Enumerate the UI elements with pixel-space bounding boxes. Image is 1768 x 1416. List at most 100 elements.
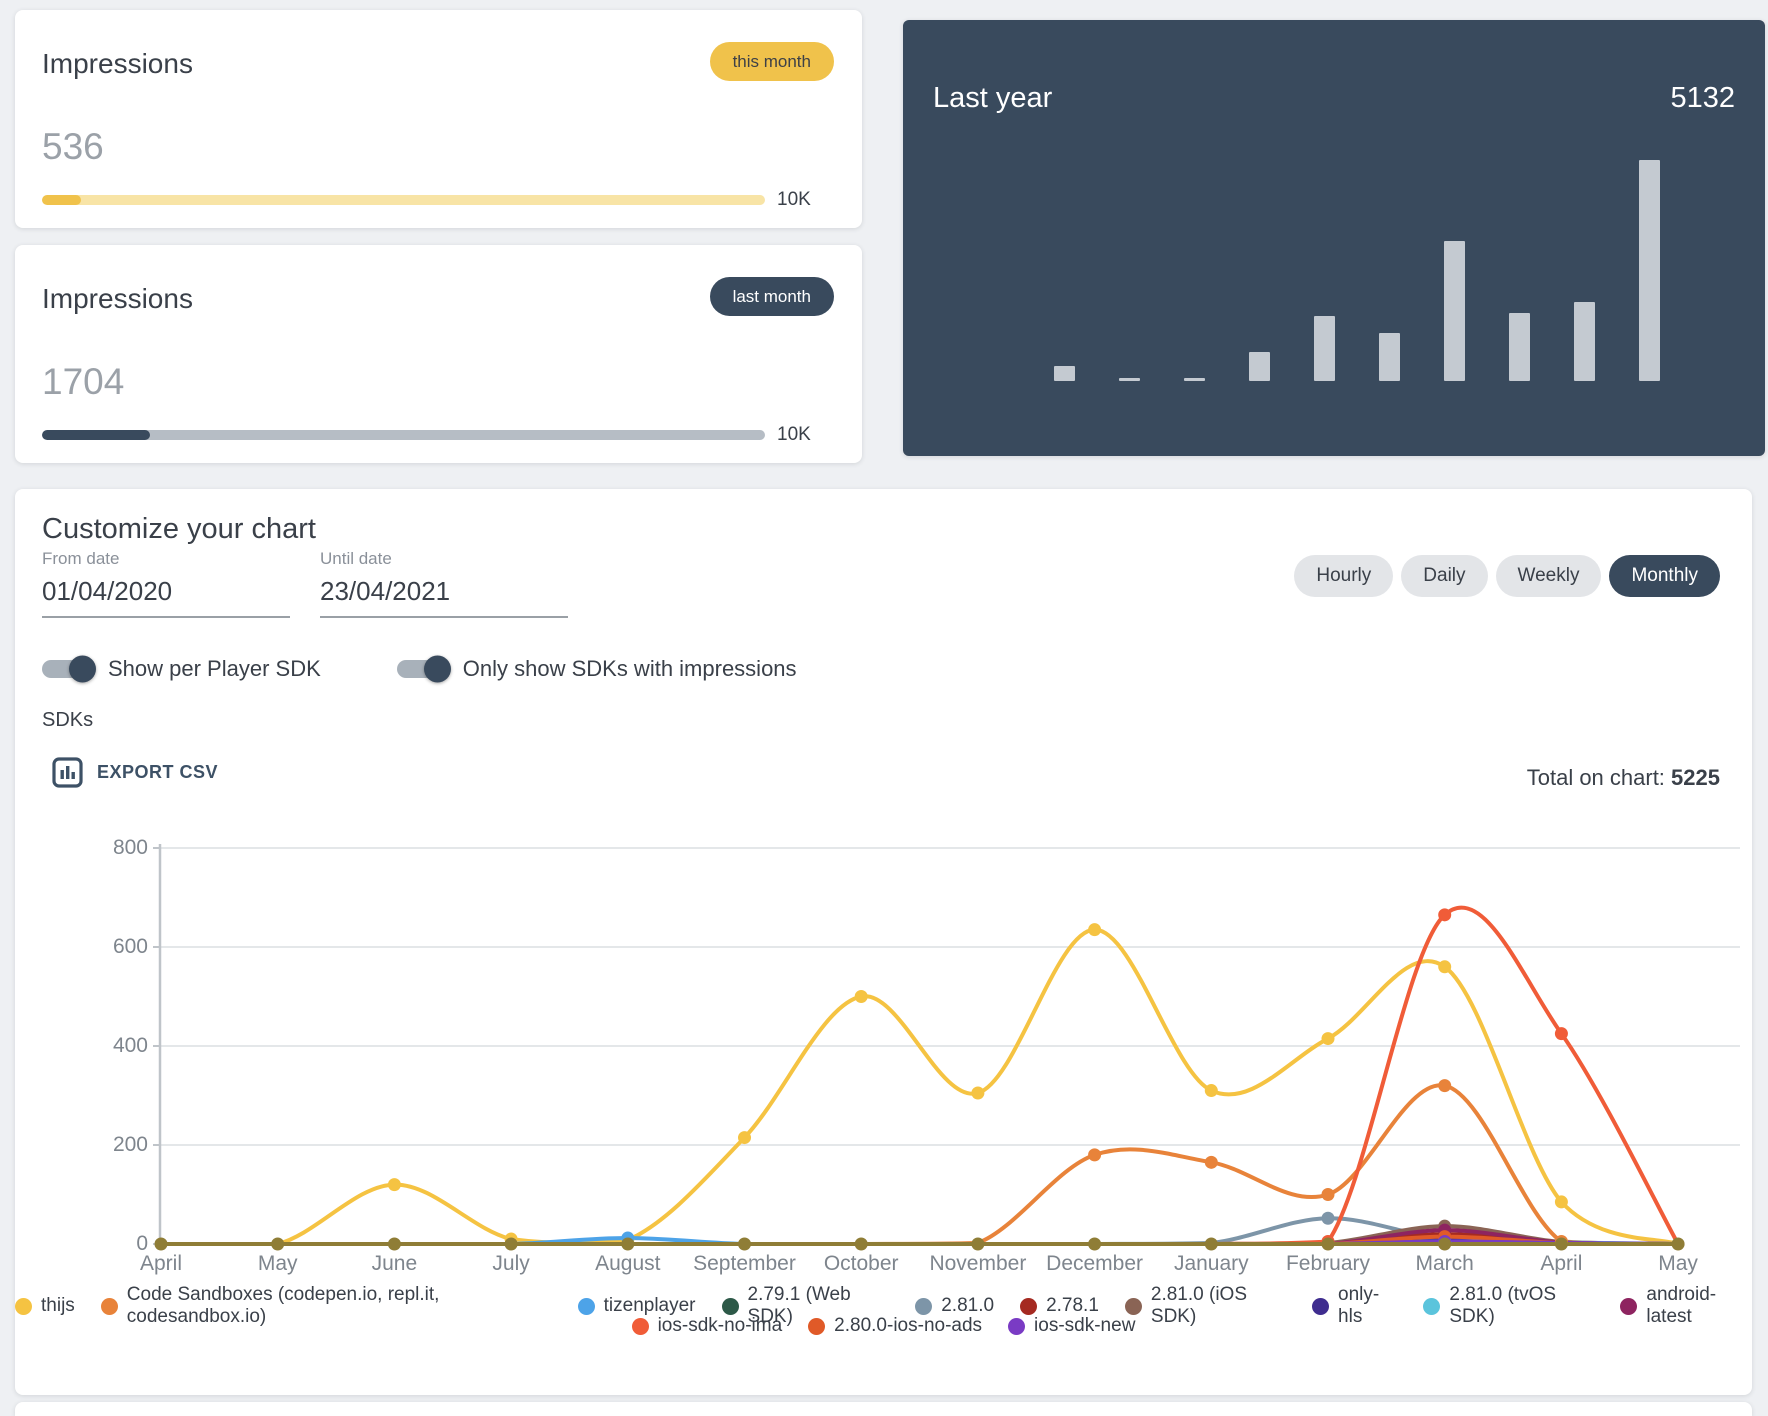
next-card-edge	[15, 1402, 1752, 1416]
legend-label: 2.81.0 (iOS SDK)	[1150, 1284, 1247, 1327]
year-bar	[1509, 313, 1530, 381]
impressions-value: 1704	[42, 361, 125, 402]
x-tick-label: September	[693, 1252, 796, 1275]
legend-item[interactable]: ios-sdk-new	[1008, 1315, 1135, 1337]
toggle-knob	[423, 655, 451, 683]
series-line	[159, 1083, 1681, 1246]
year-bar	[1119, 378, 1140, 381]
sdk-line-chart	[153, 844, 1740, 1251]
zero-data-point	[1204, 1237, 1218, 1251]
data-point	[1321, 1032, 1335, 1046]
impressions-this-month-card: Impressions this month 536 10K	[15, 10, 862, 228]
year-bar	[1574, 302, 1595, 381]
year-bar	[1249, 352, 1270, 381]
legend-item[interactable]: android-latest	[1620, 1284, 1752, 1328]
only-show-sdks-label: Only show SDKs with impressions	[462, 656, 797, 681]
data-point	[1554, 1027, 1568, 1041]
legend-item[interactable]: Code Sandboxes (codepen.io, repl.it, cod…	[100, 1284, 552, 1328]
granularity-pill-hourly[interactable]: Hourly	[1294, 555, 1394, 597]
x-tick-label: November	[929, 1252, 1027, 1275]
legend-dot-icon	[577, 1297, 595, 1315]
legend-item[interactable]: thijs	[15, 1284, 75, 1328]
until-date-label: Until date	[320, 549, 392, 568]
granularity-pill-weekly[interactable]: Weekly	[1495, 555, 1602, 597]
export-csv-label: EXPORT CSV	[97, 762, 219, 782]
legend-item[interactable]: 2.81.0 (iOS SDK)	[1124, 1284, 1286, 1328]
progress-fill	[42, 430, 151, 440]
legend-dot-icon	[1312, 1297, 1330, 1315]
granularity-pill-monthly[interactable]: Monthly	[1609, 555, 1720, 597]
last-year-card: Last year 5132	[903, 20, 1765, 456]
customize-chart-card: Customize your chart From date 01/04/202…	[15, 489, 1752, 1395]
data-point	[1088, 923, 1102, 937]
granularity-switch: Hourly Daily Weekly Monthly	[1294, 555, 1720, 597]
legend-label: ios-sdk-new	[1034, 1315, 1136, 1336]
legend-item[interactable]: 2.81.0 (tvOS SDK)	[1423, 1284, 1594, 1328]
legend-dot-icon	[1124, 1297, 1142, 1315]
x-tick-label: June	[371, 1252, 418, 1275]
legend-label: 2.79.1 (Web SDK)	[747, 1284, 851, 1327]
legend-item[interactable]: only-hls	[1312, 1284, 1397, 1328]
progress-row: 10K	[42, 189, 835, 211]
legend-label: 2.81.0	[941, 1295, 995, 1316]
only-show-sdks-toggle[interactable]	[396, 655, 451, 683]
legend-dot-icon	[1620, 1297, 1638, 1315]
total-value: 5225	[1671, 765, 1720, 790]
data-point	[1554, 1195, 1568, 1209]
year-bar	[1639, 160, 1660, 381]
legend-dot-icon	[100, 1297, 118, 1315]
last-month-badge: last month	[709, 277, 834, 316]
legend-dot-icon	[721, 1297, 739, 1315]
progress-row: 10K	[42, 424, 835, 446]
data-point	[1438, 908, 1452, 922]
legend-item[interactable]: 2.79.1 (Web SDK)	[721, 1284, 890, 1328]
data-point	[1204, 1084, 1218, 1098]
x-tick-label: February	[1285, 1252, 1371, 1275]
progress-max-label: 10K	[777, 424, 811, 445]
bar-chart-icon	[52, 757, 83, 788]
data-point	[971, 1086, 985, 1100]
zero-data-point	[971, 1237, 985, 1251]
legend-dot-icon	[15, 1297, 32, 1315]
from-date-input[interactable]: 01/04/2020	[42, 576, 290, 618]
legend-item[interactable]: 2.80.0-ios-no-ads	[808, 1315, 982, 1337]
x-tick-label: March	[1415, 1252, 1474, 1275]
data-point	[1321, 1188, 1335, 1201]
legend-item[interactable]: ios-sdk-no-ima	[631, 1315, 783, 1337]
progress-track	[42, 195, 765, 205]
legend-label: 2.78.1	[1046, 1295, 1099, 1316]
legend-label: ios-sdk-no-ima	[657, 1315, 783, 1336]
legend-item[interactable]: tizenplayer	[577, 1284, 696, 1328]
x-tick-label: July	[492, 1252, 530, 1275]
total-on-chart: Total on chart: 5225	[1527, 765, 1720, 791]
year-bar	[1054, 366, 1075, 381]
legend-dot-icon	[915, 1297, 933, 1315]
legend-label: 2.81.0 (tvOS SDK)	[1449, 1284, 1557, 1327]
zero-data-point	[1554, 1237, 1568, 1251]
legend-item[interactable]: 2.81.0	[915, 1284, 994, 1328]
total-label: Total on chart:	[1526, 765, 1665, 790]
legend-label: 2.80.0-ios-no-ads	[834, 1315, 983, 1336]
granularity-pill-daily[interactable]: Daily	[1401, 555, 1488, 597]
last-year-total: 5132	[1670, 82, 1735, 114]
legend-label: android-latest	[1646, 1284, 1717, 1327]
export-csv-button[interactable]: EXPORT CSV	[52, 757, 218, 788]
zero-data-point	[621, 1237, 635, 1251]
legend-label: only-hls	[1338, 1284, 1380, 1327]
until-date-input[interactable]: 23/04/2021	[320, 576, 568, 618]
zero-data-point	[1321, 1237, 1335, 1251]
data-point	[854, 990, 868, 1003]
data-point	[1204, 1155, 1218, 1169]
show-per-player-sdk-toggle[interactable]	[42, 655, 96, 683]
toggle-knob	[69, 655, 96, 683]
progress-max-label: 10K	[777, 189, 811, 210]
y-tick-label: 0	[136, 1232, 148, 1255]
this-month-badge: this month	[709, 42, 834, 81]
legend-item[interactable]: 2.78.1	[1020, 1284, 1099, 1328]
zero-data-point	[1671, 1237, 1685, 1251]
zero-data-point	[271, 1237, 285, 1251]
x-tick-label: May	[1658, 1252, 1698, 1275]
last-year-title: Last year	[933, 82, 1053, 114]
x-tick-label: August	[595, 1252, 661, 1275]
